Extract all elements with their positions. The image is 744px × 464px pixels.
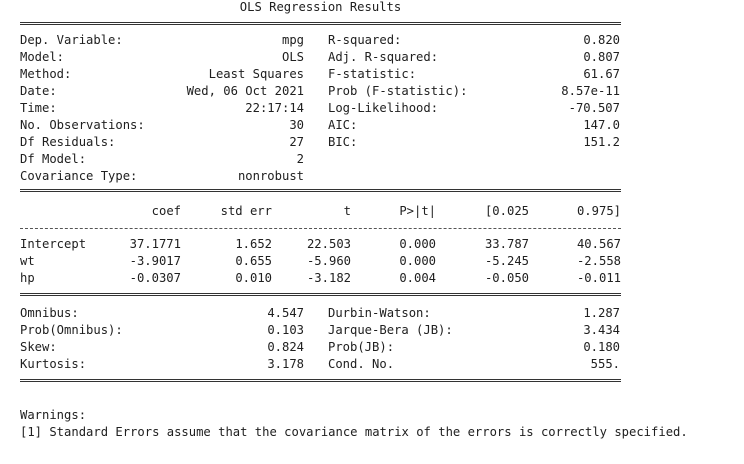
ci-upper-value: 40.567 bbox=[576, 237, 621, 251]
prob-f-statistic-label: Prob (F-statistic): bbox=[328, 84, 468, 98]
t-value: -5.960 bbox=[306, 254, 351, 268]
dep-variable-value: mpg bbox=[281, 33, 304, 47]
p-value: 0.004 bbox=[399, 271, 436, 285]
df-model-label: Df Model: bbox=[20, 152, 87, 166]
row-name-intercept: Intercept bbox=[20, 237, 87, 251]
double-rule-top bbox=[20, 22, 621, 25]
log-likelihood-label: Log-Likelihood: bbox=[328, 101, 439, 115]
df-residuals-value: 27 bbox=[289, 135, 304, 149]
std-err-value: 0.655 bbox=[235, 254, 272, 268]
adj-r-squared-value: 0.807 bbox=[583, 50, 620, 64]
coef-header: coef bbox=[151, 204, 181, 218]
prob-omnibus-label: Prob(Omnibus): bbox=[20, 323, 123, 337]
bic-label: BIC: bbox=[328, 135, 358, 149]
t-value: 22.503 bbox=[306, 237, 351, 251]
observations-label: No. Observations: bbox=[20, 118, 145, 132]
warnings-heading: Warnings: bbox=[20, 408, 87, 422]
f-statistic-value: 61.67 bbox=[583, 67, 620, 81]
double-rule-diag-top bbox=[20, 293, 621, 296]
prob-jb-value: 0.180 bbox=[583, 340, 620, 354]
time-label: Time: bbox=[20, 101, 57, 115]
adj-r-squared-label: Adj. R-squared: bbox=[328, 50, 439, 64]
skew-value: 0.824 bbox=[267, 340, 304, 354]
durbin-watson-label: Durbin-Watson: bbox=[328, 306, 431, 320]
kurtosis-label: Kurtosis: bbox=[20, 357, 87, 371]
aic-label: AIC: bbox=[328, 118, 358, 132]
jarque-bera-label: Jarque-Bera (JB): bbox=[328, 323, 453, 337]
ci-lower-value: -5.245 bbox=[484, 254, 529, 268]
method-label: Method: bbox=[20, 67, 72, 81]
coef-value: 37.1771 bbox=[129, 237, 181, 251]
ci-lower-value: -0.050 bbox=[484, 271, 529, 285]
p-value-header: P>|t| bbox=[399, 204, 436, 218]
jarque-bera-value: 3.434 bbox=[583, 323, 620, 337]
cond-no-label: Cond. No. bbox=[328, 357, 395, 371]
dashed-rule bbox=[20, 228, 621, 229]
aic-value: 147.0 bbox=[583, 118, 620, 132]
r-squared-value: 0.820 bbox=[583, 33, 620, 47]
double-rule-coef-top bbox=[20, 189, 621, 192]
date-label: Date: bbox=[20, 84, 57, 98]
bic-value: 151.2 bbox=[583, 135, 620, 149]
ci-lower-header: [0.025 bbox=[484, 204, 529, 218]
t-value: -3.182 bbox=[306, 271, 351, 285]
std-err-header: std err bbox=[220, 204, 272, 218]
coef-value: -0.0307 bbox=[129, 271, 181, 285]
method-value: Least Squares bbox=[208, 67, 304, 81]
time-value: 22:17:14 bbox=[245, 101, 304, 115]
durbin-watson-value: 1.287 bbox=[583, 306, 620, 320]
cond-no-value: 555. bbox=[590, 357, 620, 371]
covariance-type-label: Covariance Type: bbox=[20, 169, 138, 183]
p-value: 0.000 bbox=[399, 237, 436, 251]
prob-f-statistic-value: 8.57e-11 bbox=[561, 84, 620, 98]
row-name-hp: hp bbox=[20, 271, 35, 285]
model-value: OLS bbox=[281, 50, 304, 64]
covariance-type-value: nonrobust bbox=[237, 169, 304, 183]
omnibus-label: Omnibus: bbox=[20, 306, 79, 320]
ci-upper-value: -2.558 bbox=[576, 254, 621, 268]
std-err-value: 1.652 bbox=[235, 237, 272, 251]
log-likelihood-value: -70.507 bbox=[568, 101, 620, 115]
model-label: Model: bbox=[20, 50, 65, 64]
df-model-value: 2 bbox=[296, 152, 304, 166]
dep-variable-label: Dep. Variable: bbox=[20, 33, 123, 47]
prob-jb-label: Prob(JB): bbox=[328, 340, 395, 354]
row-name-wt: wt bbox=[20, 254, 35, 268]
double-rule-bottom bbox=[20, 379, 621, 382]
kurtosis-value: 3.178 bbox=[267, 357, 304, 371]
df-residuals-label: Df Residuals: bbox=[20, 135, 116, 149]
skew-label: Skew: bbox=[20, 340, 57, 354]
date-value: Wed, 06 Oct 2021 bbox=[186, 84, 304, 98]
warning-text: [1] Standard Errors assume that the cova… bbox=[20, 425, 688, 439]
report-title: OLS Regression Results bbox=[239, 0, 402, 14]
coef-value: -3.9017 bbox=[129, 254, 181, 268]
p-value: 0.000 bbox=[399, 254, 436, 268]
f-statistic-label: F-statistic: bbox=[328, 67, 417, 81]
observations-value: 30 bbox=[289, 118, 304, 132]
std-err-value: 0.010 bbox=[235, 271, 272, 285]
ci-upper-header: 0.975] bbox=[576, 204, 621, 218]
prob-omnibus-value: 0.103 bbox=[267, 323, 304, 337]
t-header: t bbox=[343, 204, 351, 218]
r-squared-label: R-squared: bbox=[328, 33, 402, 47]
ci-upper-value: -0.011 bbox=[576, 271, 621, 285]
ci-lower-value: 33.787 bbox=[484, 237, 529, 251]
omnibus-value: 4.547 bbox=[267, 306, 304, 320]
